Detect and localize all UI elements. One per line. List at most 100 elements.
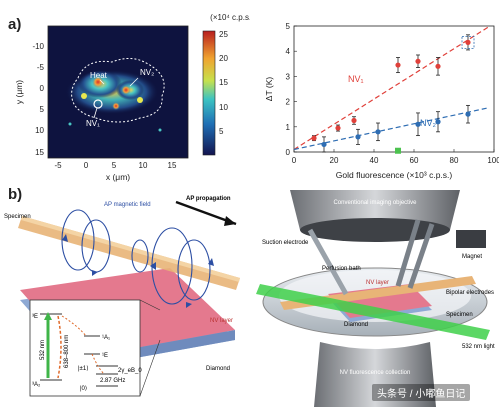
heatmap-y-tick: 15 [35, 148, 44, 157]
colorbar-tick: 15 [219, 78, 228, 87]
heatmap-y-tick: 0 [40, 84, 45, 93]
heatmap-x-tick: -5 [54, 161, 62, 170]
region-outline [71, 58, 165, 123]
highlight-box [461, 35, 475, 49]
laser-label: 532 nm light [462, 344, 495, 350]
watermark: 头条号 / 小嘟鱼日记 [372, 384, 471, 401]
fit-line-1 [293, 26, 489, 150]
scatter-y-label: ΔT (K) [264, 77, 274, 102]
heatmap-y-label: y (μm) [14, 80, 24, 104]
heatmap-x-tick: 5 [112, 161, 117, 170]
heatmap-y-tick: -10 [32, 42, 44, 51]
data-point-series-2 [321, 141, 327, 148]
hot-spot [92, 76, 104, 88]
scatter-y-tick: 2 [286, 98, 291, 107]
chart-frame [293, 25, 495, 153]
collection-label: NV fluorescence collection [340, 370, 411, 376]
data-point-series-2 [355, 134, 361, 140]
panel-b-label: b) [8, 186, 23, 203]
nv2-label: NV₂ [140, 68, 154, 77]
data-point-series-1 [465, 39, 471, 45]
scatter-y-tick: 5 [286, 22, 291, 31]
data-point-series-1 [395, 62, 401, 68]
colorbar-tick: 5 [219, 127, 224, 136]
setup-diamond-label: Diamond [344, 322, 368, 328]
data-point-series-2 [415, 121, 421, 127]
scatter-y-tick: 4 [286, 47, 291, 56]
setup-specimen-label: Specimen [446, 312, 473, 318]
scatter-x-tick: 20 [330, 156, 339, 165]
nv1-label: NV₁ [86, 119, 100, 128]
diamond-label: Diamond [206, 366, 230, 372]
data-point-series-2 [465, 111, 471, 117]
ap-propagation-label: AP propagation [186, 196, 231, 202]
setup-laser-beam [256, 284, 490, 340]
heatmap-x-tick: 0 [84, 161, 89, 170]
scatter-x-tick: 0 [292, 156, 297, 165]
heatmap-x-label: x (μm) [106, 172, 130, 182]
bath-label: Perfusion bath [322, 266, 361, 272]
inset-3e-label: ³E [32, 314, 38, 320]
inset-532-label: 532 nm [40, 340, 46, 360]
inset-split2-label: 2γ_eB_0 [118, 368, 142, 374]
scatter-x-tick: 60 [410, 156, 419, 165]
colorbar-tick: 25 [219, 30, 228, 39]
bipolar-electrode [395, 219, 421, 287]
scatter-x-tick: 80 [450, 156, 459, 165]
data-point-series-2 [435, 119, 441, 125]
data-point-series-1 [351, 117, 357, 124]
inset-zero-label: |0⟩ [80, 385, 87, 392]
heatmap-y-tick: -5 [37, 63, 45, 72]
magnet-label: Magnet [462, 254, 482, 260]
setup-nv-label: NV layer [366, 280, 389, 286]
data-point-series-1 [435, 63, 441, 69]
inset-1e-label: ¹E [102, 353, 108, 359]
heatmap-y-tick: 10 [35, 126, 44, 135]
heatmap-x-tick: 15 [168, 161, 177, 170]
scatter-x-label: Gold fluorescence (×10³ c.p.s.) [336, 170, 453, 180]
fluorescence-heatmap: -10 -5 0 5 10 15 -5 0 5 10 15 x (μm) y (… [14, 13, 250, 182]
ap-magnetic-field-label: AP magnetic field [104, 202, 151, 208]
scatter-x-tick: 100 [487, 156, 499, 165]
suction-electrode [307, 228, 349, 296]
colorbar-label: (×10⁴ c.p.s.) [210, 13, 250, 22]
data-point-series-1 [335, 125, 341, 131]
scatter-y-tick: 3 [286, 72, 291, 81]
heatmap-y-ticks: -10 -5 0 5 10 15 [32, 42, 44, 157]
heatmap-y-tick: 5 [40, 105, 45, 114]
heatmap-x-ticks: -5 0 5 10 15 [54, 161, 177, 170]
inset-3a2-label: ³A₂ [32, 382, 41, 388]
red-emission-transition [57, 315, 62, 379]
data-point-series-1 [311, 135, 317, 141]
bipolar-label: Bipolar electrodes [446, 290, 494, 296]
green-square-marker [395, 147, 401, 154]
heatmap-x-tick: 10 [139, 161, 148, 170]
objective-label: Conventional imaging objective [333, 200, 417, 206]
data-point-series-1 [415, 58, 421, 64]
magnet [456, 230, 486, 248]
inset-1a1-label: ¹A₁ [102, 335, 110, 341]
nv-layer-label: NV layer [210, 318, 233, 324]
inset-split-label: 2.87 GHz [100, 378, 125, 384]
inset-pm1-label: |±1⟩ [78, 365, 89, 372]
colorbar [202, 30, 216, 156]
heat-label: Heat [90, 71, 108, 80]
nv1-marker [93, 99, 103, 109]
inset-red-label: 638–800 nm [64, 335, 70, 368]
microscope-setup-schematic: Conventional imaging objective Suction e… [256, 190, 495, 407]
series-label-nv1: NV₁ [348, 74, 364, 84]
suction-label: Suction electrode [262, 240, 309, 246]
colorbar-tick: 10 [219, 103, 228, 112]
fit-line-2 [293, 107, 489, 151]
temperature-scatter-chart: 0 1 2 3 4 5 0 20 40 60 80 100 Gold fluorescence (×… [264, 22, 499, 180]
scatter-x-tick: 40 [370, 156, 379, 165]
collection-optics [314, 342, 436, 407]
scatter-y-tick: 0 [286, 148, 291, 157]
data-point-series-2 [375, 129, 381, 135]
ap-magnetic-field-schematic: AP propagation AP magnetic field Specime… [4, 196, 240, 397]
specimen-label: Specimen [4, 214, 31, 220]
panel-a-label: a) [8, 16, 22, 33]
series-label-nv2: NV₂ [420, 118, 437, 128]
colorbar-tick: 20 [219, 54, 228, 63]
scatter-y-tick: 1 [286, 123, 291, 132]
